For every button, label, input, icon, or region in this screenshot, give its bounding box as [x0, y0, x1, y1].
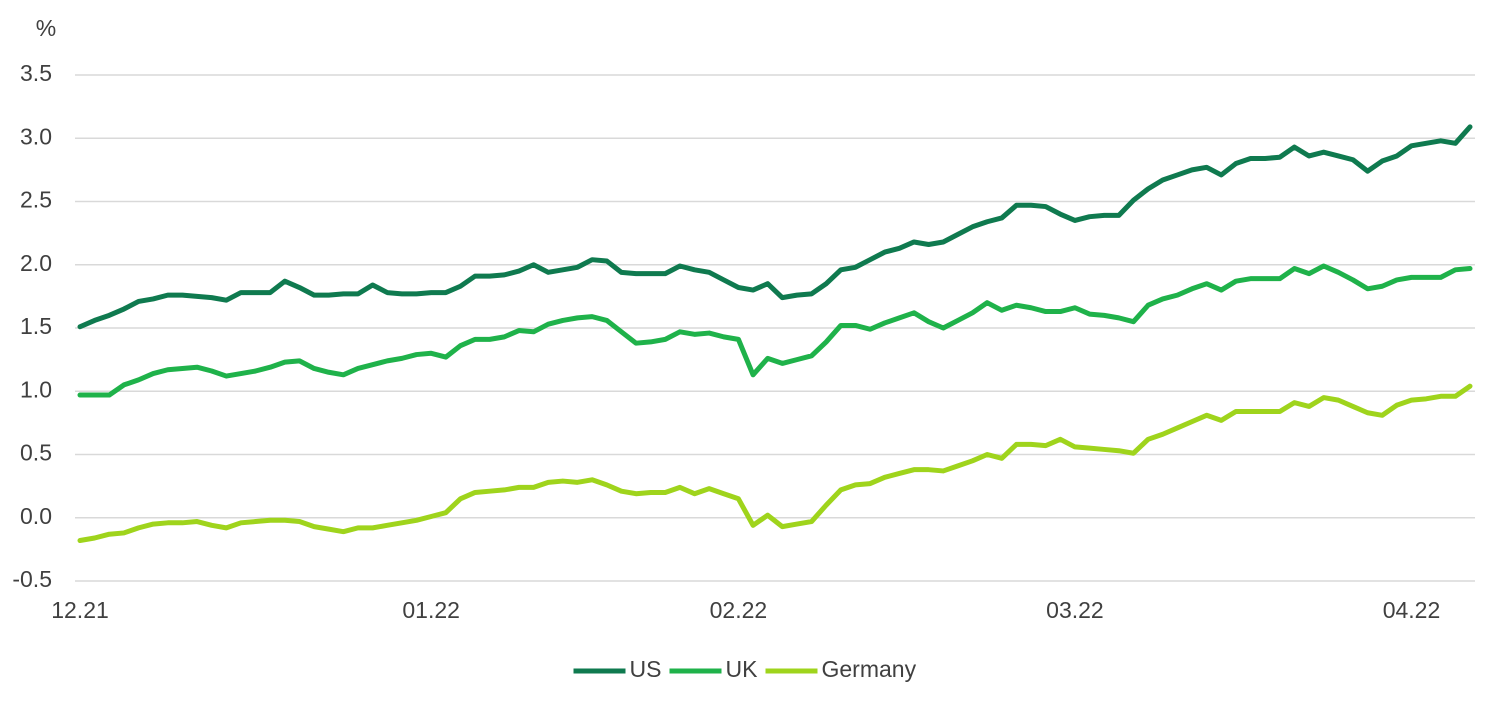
x-tick-label: 12.21: [51, 597, 109, 623]
line: [77, 124, 1473, 330]
legend-label: US: [630, 656, 662, 682]
line: [77, 383, 1473, 544]
line: [77, 263, 1473, 398]
y-tick-label: 0.0: [20, 503, 52, 529]
x-tick-label: 03.22: [1046, 597, 1104, 623]
y-tick-label: 3.5: [20, 60, 52, 86]
y-tick-label: -0.5: [12, 566, 52, 592]
x-tick-label: 02.22: [710, 597, 768, 623]
x-tick-label: 04.22: [1383, 597, 1441, 623]
x-tick-label: 01.22: [402, 597, 460, 623]
y-axis-label: %: [36, 15, 56, 41]
y-tick-label: 0.5: [20, 440, 52, 466]
legend-label: Germany: [822, 656, 917, 682]
y-tick-label: 1.0: [20, 376, 52, 402]
legend-label: UK: [726, 656, 759, 682]
y-tick-label: 2.0: [20, 250, 52, 276]
y-tick-label: 1.5: [20, 313, 52, 339]
y-tick-label: 3.0: [20, 123, 52, 149]
y-tick-label: 2.5: [20, 187, 52, 213]
